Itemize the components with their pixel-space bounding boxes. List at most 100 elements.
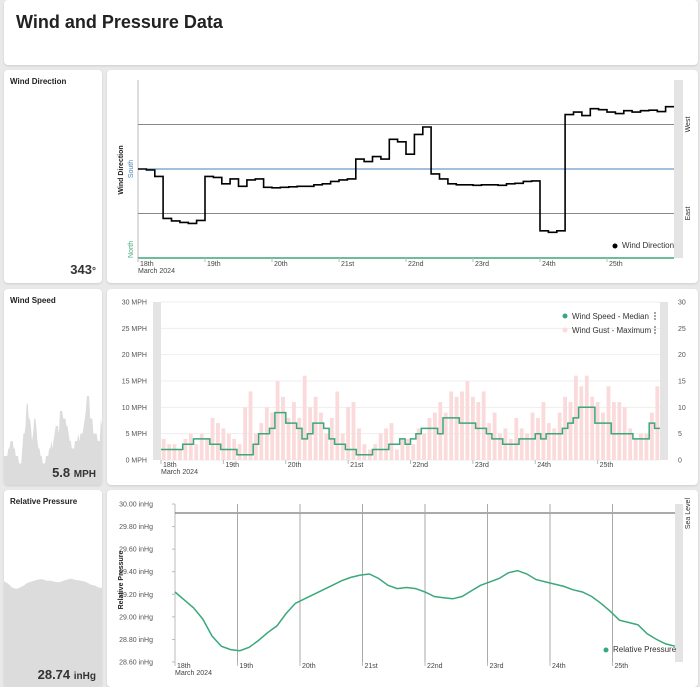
x-tick-label: 25th <box>600 462 614 469</box>
y-tick-label: 10 MPH <box>122 405 147 412</box>
wind-direction-value: 343° <box>70 262 96 277</box>
gust-bar <box>557 412 562 460</box>
gust-bar <box>546 423 551 460</box>
y-tick-label: 30 MPH <box>122 300 147 307</box>
sea-level-label: Sea Level <box>685 498 692 530</box>
wind-speed-summary-card: Wind Speed 5.8 MPH <box>4 289 102 485</box>
x-tick-label: 24th <box>537 462 551 469</box>
y-tick-label: 29.00 inHg <box>119 614 153 621</box>
gust-bar <box>378 433 383 460</box>
gust-bar <box>541 402 546 460</box>
legend-marker <box>612 243 618 249</box>
gust-bar <box>530 412 535 460</box>
gust-bar <box>476 402 481 460</box>
x-tick-label: 18th <box>163 462 177 469</box>
gust-bar <box>400 438 405 460</box>
gust-bar <box>416 428 421 460</box>
menu-dot <box>654 312 656 314</box>
left-scrollbar-track <box>153 302 161 460</box>
gust-bar <box>465 381 470 460</box>
gust-bar <box>568 402 573 460</box>
menu-dot <box>654 315 656 317</box>
gust-bar <box>183 438 188 460</box>
legend-label: Relative Pressure <box>613 645 677 654</box>
x-tick-label: 21st <box>341 261 354 268</box>
y-tick-label: 28.60 inHg <box>119 660 153 667</box>
pressure-line <box>174 569 676 652</box>
wind-speed-chart[interactable]: 0 MPH 0 5 MPH 5 10 MPH 10 15 MPH 15 20 MPH 20 25 M… <box>107 289 698 485</box>
gust-bar <box>324 433 329 460</box>
gust-bar <box>601 412 605 460</box>
gust-bar <box>395 449 399 460</box>
gust-bar <box>411 444 416 460</box>
gust-bar <box>205 438 209 460</box>
x-tick-label: 18th <box>177 663 191 670</box>
gust-bar <box>194 444 199 460</box>
gust-bar <box>335 391 340 460</box>
gust-bar <box>471 396 475 460</box>
y-right-tick-label: 30 <box>678 300 686 307</box>
pressure-sparkline <box>4 578 102 687</box>
pressure-number: 28.74 <box>37 667 71 682</box>
gust-bar <box>172 444 177 460</box>
x-tick-label: 19th <box>240 663 254 670</box>
wind-direction-chart[interactable]: Wind Direction North South West East 18th 19th… <box>107 70 698 283</box>
y-label-south: South <box>128 160 135 178</box>
legend-menu-icon[interactable] <box>654 312 656 320</box>
pressure-chart[interactable]: 28.60 inHg 28.80 inHg 29.00 inHg 29.20 inHg… <box>107 490 698 687</box>
x-tick-label: 19th <box>225 462 239 469</box>
gust-bar <box>552 428 557 460</box>
pressure-title: Relative Pressure <box>10 497 78 506</box>
gust-bar <box>216 423 220 460</box>
right-scrollbar-track <box>660 302 668 460</box>
gust-bar <box>508 438 513 460</box>
gust-bar <box>498 433 502 460</box>
gust-bar <box>226 433 231 460</box>
y-tick-label: 30.00 inHg <box>119 502 153 509</box>
gust-bar <box>655 386 660 460</box>
gust-bar <box>443 412 448 460</box>
y-tick-label: 29.20 inHg <box>119 592 153 599</box>
x-tick-label: 21st <box>365 663 378 670</box>
x-tick-label: 22nd <box>427 663 443 670</box>
gust-bar <box>427 417 432 460</box>
y-right-tick-label: 15 <box>678 379 686 386</box>
x-sublabel: March 2024 <box>138 268 175 275</box>
right-scrollbar-track <box>675 504 683 662</box>
gust-bar <box>351 402 356 460</box>
gust-bar <box>346 407 350 460</box>
y-label-east: East <box>685 206 692 220</box>
gust-bar <box>237 444 242 460</box>
pressure-chart-card: 28.60 inHg 28.80 inHg 29.00 inHg 29.20 inHg… <box>107 490 698 687</box>
x-tick-label: 21st <box>350 462 363 469</box>
gust-bar <box>389 423 394 460</box>
gust-bar <box>650 412 654 460</box>
gust-bar <box>633 438 638 460</box>
menu-dot <box>654 329 656 331</box>
x-tick-label: 25th <box>615 663 629 670</box>
wind-direction-title: Wind Direction <box>10 77 67 86</box>
x-tick-label: 24th <box>542 261 556 268</box>
wind-speed-sparkline <box>4 396 102 485</box>
page-title: Wind and Pressure Data <box>16 12 223 32</box>
gust-bar <box>644 433 649 460</box>
legend-marker-gust <box>562 327 568 333</box>
gust-bar <box>384 428 388 460</box>
y-tick-label: 25 MPH <box>122 326 147 333</box>
gust-bar <box>460 391 464 460</box>
y-label-west: West <box>685 117 692 133</box>
gust-bar <box>433 412 437 460</box>
y-tick-label: 28.80 inHg <box>119 637 153 644</box>
x-tick-label: 23rd <box>475 261 489 268</box>
y-right-tick-label: 5 <box>678 431 682 438</box>
gust-bar <box>492 412 497 460</box>
x-tick-label: 18th <box>140 261 154 268</box>
gust-bar <box>628 428 633 460</box>
legend-label-median: Wind Speed - Median <box>572 312 649 321</box>
gust-bar <box>584 375 589 460</box>
x-tick-label: 25th <box>609 261 623 268</box>
gust-bar <box>362 444 367 460</box>
gust-bar <box>221 428 226 460</box>
y-tick-label: 0 MPH <box>126 458 147 465</box>
legend-menu-icon[interactable] <box>654 326 656 334</box>
